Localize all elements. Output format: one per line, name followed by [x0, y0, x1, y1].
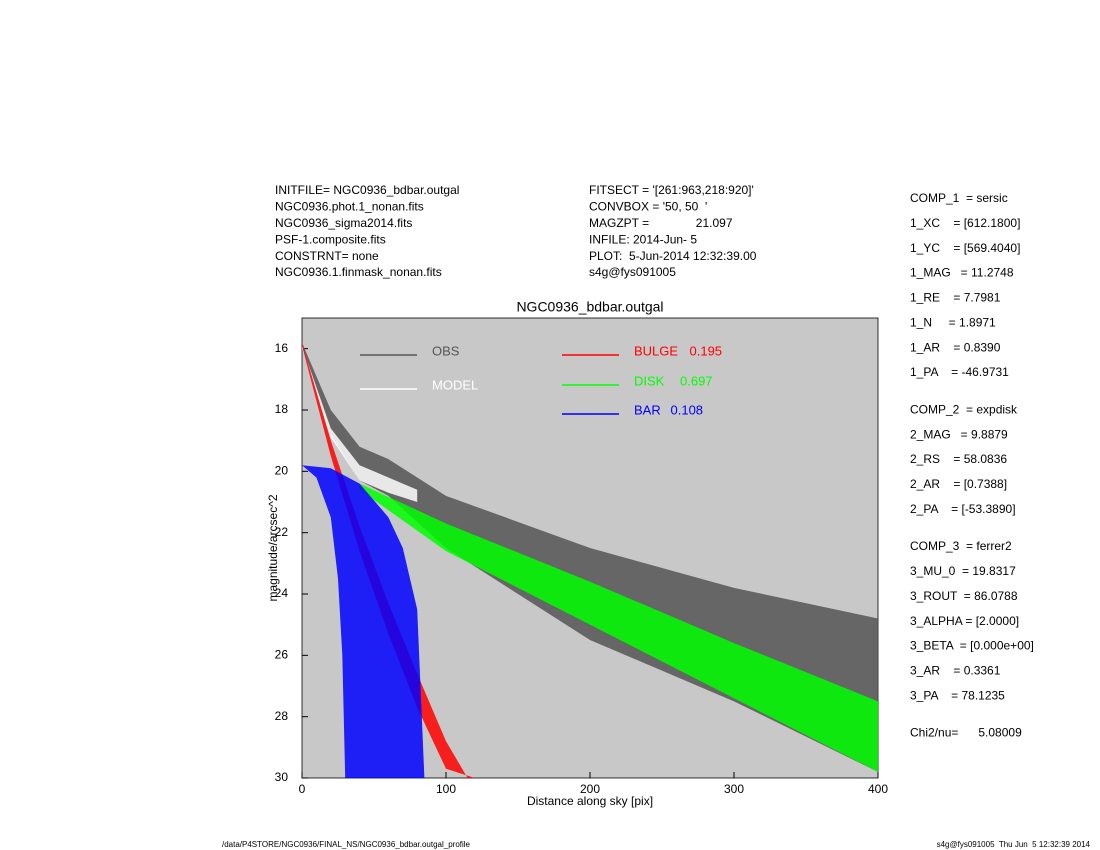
- y-axis-label: magnitude/arcsec^2: [266, 494, 280, 601]
- band-area: [302, 345, 418, 502]
- band-area: [359, 483, 878, 772]
- param-line: COMP_3 = ferrer2: [910, 539, 1012, 553]
- param-line: 1_RE = 7.7981: [910, 291, 1001, 305]
- legend-label: OBS: [432, 343, 460, 358]
- param-line: 1_N = 1.8971: [910, 315, 996, 329]
- legend-label: BAR: [634, 402, 661, 417]
- param-line: COMP_1 = sersic: [910, 191, 1008, 205]
- param-line: 1_MAG = 11.2748: [910, 266, 1014, 280]
- param-line: 3_ALPHA = [2.0000]: [910, 614, 1019, 628]
- x-tick-label: 0: [299, 782, 306, 796]
- legend-fraction: 0.697: [680, 373, 713, 388]
- param-line: 3_MU_0 = 19.8317: [910, 564, 1016, 578]
- legend-fraction: 0.108: [671, 402, 704, 417]
- footer-left: /data/P4STORE/NGC0936/FINAL_NS/NGC0936_b…: [222, 840, 471, 849]
- param-line: 2_MAG = 9.8879: [910, 427, 1008, 441]
- header-line: NGC0936.phot.1_nonan.fits: [275, 200, 424, 214]
- header-line: INFILE: 2014-Jun- 5: [589, 232, 697, 246]
- y-tick-label: 30: [275, 770, 289, 784]
- legend-label: MODEL: [432, 377, 478, 392]
- header-line: PLOT: 5-Jun-2014 12:32:39.00: [589, 249, 757, 263]
- param-line: 2_AR = [0.7388]: [910, 477, 1007, 491]
- param-line: 3_ROUT = 86.0788: [910, 589, 1018, 603]
- y-tick-label: 24: [275, 586, 289, 600]
- y-tick-label: 28: [275, 709, 289, 723]
- y-tick-label: 16: [275, 341, 289, 355]
- param-line: 1_AR = 0.8390: [910, 340, 1001, 354]
- param-line: 1_YC = [569.4040]: [910, 241, 1020, 255]
- legend-fraction: 0.195: [690, 343, 723, 358]
- x-tick-label: 300: [724, 782, 744, 796]
- y-tick-label: 26: [275, 648, 289, 662]
- param-line: 2_PA = [-53.3890]: [910, 502, 1016, 516]
- legend-label: BULGE: [634, 343, 678, 358]
- band-area: [302, 465, 425, 778]
- param-line: 2_RS = 58.0836: [910, 452, 1007, 466]
- header-line: CONSTRNT= none: [275, 249, 379, 263]
- param-line: 3_BETA = [0.000e+00]: [910, 639, 1034, 653]
- y-tick-label: 20: [275, 464, 289, 478]
- x-tick-label: 100: [436, 782, 456, 796]
- x-axis-label: Distance along sky [pix]: [527, 794, 653, 808]
- header-line: NGC0936_sigma2014.fits: [275, 216, 412, 230]
- param-line: 3_PA = 78.1235: [910, 688, 1005, 702]
- footer-right: s4g@fys091005 Thu Jun 5 12:32:39 2014: [937, 840, 1091, 849]
- header-line: s4g@fys091005: [589, 265, 676, 279]
- y-tick-label: 22: [275, 525, 289, 539]
- header-line: PSF-1.composite.fits: [275, 232, 386, 246]
- chart-title: NGC0936_bdbar.outgal: [516, 299, 663, 315]
- x-tick-label: 400: [868, 782, 888, 796]
- y-tick-label: 18: [275, 402, 289, 416]
- header-line: FITSECT = '[261:963,218:920]': [589, 183, 754, 197]
- param-line: COMP_2 = expdisk: [910, 402, 1018, 416]
- legend-label: DISK: [634, 373, 665, 388]
- param-line: 3_AR = 0.3361: [910, 663, 1001, 677]
- param-line: 1_PA = -46.9731: [910, 365, 1009, 379]
- x-tick-label: 200: [580, 782, 600, 796]
- param-line: Chi2/nu= 5.08009: [910, 726, 1022, 740]
- header-line: INITFILE= NGC0936_bdbar.outgal: [275, 183, 459, 197]
- header-line: CONVBOX = '50, 50 ': [589, 200, 707, 214]
- param-line: 1_XC = [612.1800]: [910, 216, 1020, 230]
- header-line: MAGZPT = 21.097: [589, 216, 733, 230]
- header-line: NGC0936.1.finmask_nonan.fits: [275, 265, 442, 279]
